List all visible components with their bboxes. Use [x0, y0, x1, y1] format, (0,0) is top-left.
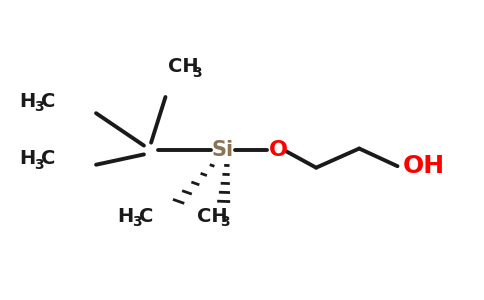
Text: H: H — [118, 207, 134, 226]
Text: 3: 3 — [221, 215, 230, 229]
Text: 3: 3 — [34, 100, 44, 114]
Text: C: C — [41, 92, 56, 111]
Text: 3: 3 — [34, 158, 44, 172]
Text: H: H — [19, 149, 36, 168]
Text: H: H — [19, 92, 36, 111]
Text: OH: OH — [402, 154, 444, 178]
Text: 3: 3 — [132, 215, 142, 229]
Text: C: C — [139, 207, 153, 226]
Text: CH: CH — [197, 207, 227, 226]
Text: C: C — [41, 149, 56, 168]
Text: CH: CH — [168, 57, 198, 76]
Text: 3: 3 — [192, 66, 201, 80]
Text: Si: Si — [212, 140, 234, 160]
Text: O: O — [269, 140, 287, 160]
